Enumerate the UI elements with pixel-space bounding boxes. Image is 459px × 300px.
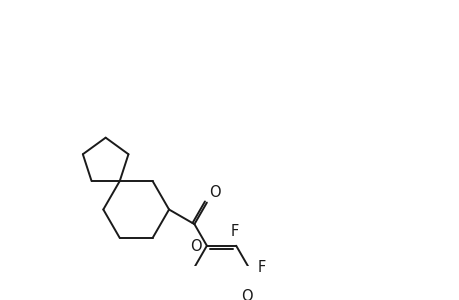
Text: O: O xyxy=(209,185,221,200)
Text: O: O xyxy=(190,239,201,254)
Text: O: O xyxy=(241,289,252,300)
Text: F: F xyxy=(230,224,238,238)
Text: F: F xyxy=(257,260,266,275)
